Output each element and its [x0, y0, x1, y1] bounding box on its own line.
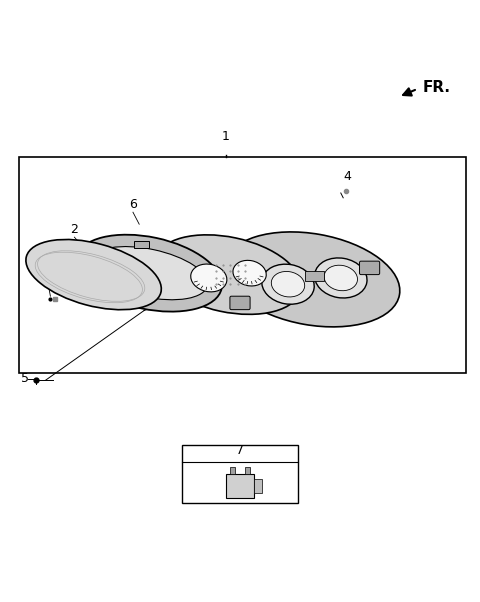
Text: 7: 7	[236, 444, 244, 457]
Ellipse shape	[76, 235, 222, 312]
FancyBboxPatch shape	[230, 296, 250, 309]
Bar	[305, 272, 324, 281]
Ellipse shape	[233, 260, 266, 286]
Ellipse shape	[191, 264, 227, 292]
Text: 2: 2	[71, 223, 78, 236]
Text: 1: 1	[222, 129, 229, 143]
Bar	[134, 241, 149, 248]
Bar	[254, 479, 262, 493]
Bar	[91, 291, 106, 299]
Ellipse shape	[314, 258, 367, 298]
Ellipse shape	[271, 272, 305, 297]
Text: FR.: FR.	[422, 80, 450, 95]
Ellipse shape	[262, 264, 314, 304]
Text: 6: 6	[129, 198, 137, 211]
Text: 4: 4	[343, 170, 351, 184]
Bar	[245, 467, 250, 474]
Bar	[230, 467, 235, 474]
Ellipse shape	[155, 235, 301, 314]
Bar	[226, 474, 254, 498]
Ellipse shape	[90, 247, 208, 300]
Ellipse shape	[26, 240, 161, 309]
Ellipse shape	[324, 265, 358, 291]
Ellipse shape	[224, 232, 400, 327]
Text: 5: 5	[21, 372, 29, 385]
Bar	[182, 445, 298, 503]
Text: 3: 3	[43, 262, 50, 275]
FancyBboxPatch shape	[360, 261, 380, 275]
Bar	[19, 157, 466, 373]
